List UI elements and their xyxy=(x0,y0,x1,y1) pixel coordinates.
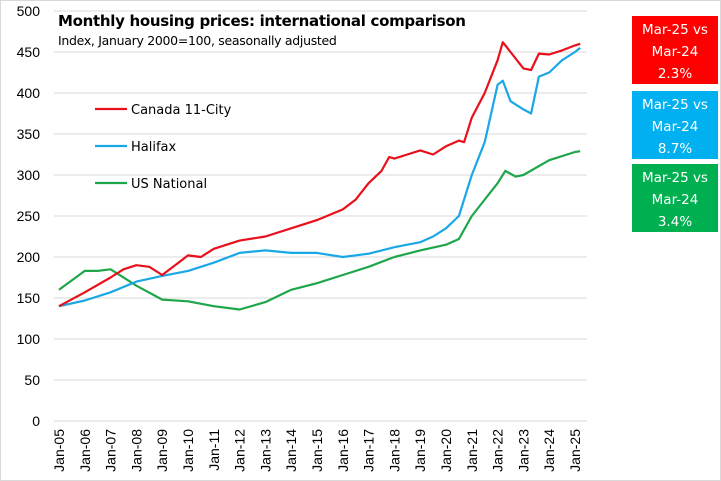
badge-value: 3.4% xyxy=(657,214,693,230)
x-tick-label: Jan-09 xyxy=(154,429,170,472)
x-tick-label: Jan-10 xyxy=(180,429,196,472)
x-tick-label: Jan-11 xyxy=(206,429,222,471)
y-tick-label: 50 xyxy=(24,372,40,388)
badge-line1: Mar-25 vs xyxy=(642,22,708,38)
y-tick-label: 200 xyxy=(17,249,41,265)
legend-label: Canada 11-City xyxy=(131,103,232,118)
x-tick-label: Jan-15 xyxy=(309,429,325,472)
y-tick-label: 400 xyxy=(17,85,41,101)
x-tick-label: Jan-23 xyxy=(515,429,531,472)
badge-line2: Mar-24 xyxy=(651,44,699,60)
y-tick-label: 500 xyxy=(17,3,41,19)
series-lines xyxy=(58,41,581,311)
legend-label: US National xyxy=(131,177,207,192)
y-tick-label: 150 xyxy=(17,290,41,306)
badge-value: 2.3% xyxy=(657,66,693,82)
y-tick-label: 250 xyxy=(17,208,41,224)
badge-line1: Mar-25 vs xyxy=(642,97,708,113)
x-tick-label: Jan-22 xyxy=(490,429,506,472)
chart-subtitle: Index, January 2000=100, seasonally adju… xyxy=(58,33,337,48)
badge-line1: Mar-25 vs xyxy=(642,170,708,186)
y-tick-label: 0 xyxy=(32,413,40,429)
x-tick-label: Jan-16 xyxy=(335,429,351,472)
x-tick-label: Jan-25 xyxy=(567,429,583,472)
y-axis-ticks: 0 50 100 150 200 250 300 350 400 450 500 xyxy=(17,3,41,429)
x-tick-label: Jan-06 xyxy=(77,429,93,472)
chart-title: Monthly housing prices: international co… xyxy=(58,12,466,30)
badge-halifax: Mar-25 vs Mar-24 8.7% xyxy=(632,91,718,159)
x-tick-label: Jan-08 xyxy=(128,429,144,472)
x-tick-label: Jan-24 xyxy=(541,429,557,472)
x-tick-label: Jan-18 xyxy=(386,429,402,472)
y-tick-label: 100 xyxy=(17,331,41,347)
badge-value: 8.7% xyxy=(657,141,693,157)
x-tick-label: Jan-14 xyxy=(283,429,299,472)
x-tick-label: Jan-13 xyxy=(257,429,273,472)
x-tick-label: Jan-17 xyxy=(361,429,377,472)
series-line-us-national xyxy=(58,150,581,311)
x-tick-label: Jan-21 xyxy=(464,429,480,472)
x-tick-label: Jan-07 xyxy=(103,429,119,472)
x-axis-ticks: Jan-05 Jan-06 Jan-07 Jan-08 Jan-09 Jan-10 Jan-… xyxy=(51,429,583,472)
badge-line2: Mar-24 xyxy=(651,119,699,135)
y-tick-label: 350 xyxy=(17,126,41,142)
x-tick-label: Jan-05 xyxy=(51,429,67,472)
x-tick-label: Jan-12 xyxy=(232,429,248,472)
gridlines xyxy=(54,10,587,422)
badge-us-national: Mar-25 vs Mar-24 3.4% xyxy=(632,164,718,232)
x-tick-label: Jan-20 xyxy=(438,429,454,472)
series-line-halifax xyxy=(58,47,581,308)
x-tick-label: Jan-19 xyxy=(412,429,428,472)
badge-line2: Mar-24 xyxy=(651,192,699,208)
badge-canada: Mar-25 vs Mar-24 2.3% xyxy=(632,16,718,84)
y-tick-label: 300 xyxy=(17,167,41,183)
series-line-canada-11-city xyxy=(58,41,581,308)
y-tick-label: 450 xyxy=(17,44,41,60)
legend-label: Halifax xyxy=(131,140,177,155)
legend: Canada 11-City Halifax US National xyxy=(95,103,232,192)
